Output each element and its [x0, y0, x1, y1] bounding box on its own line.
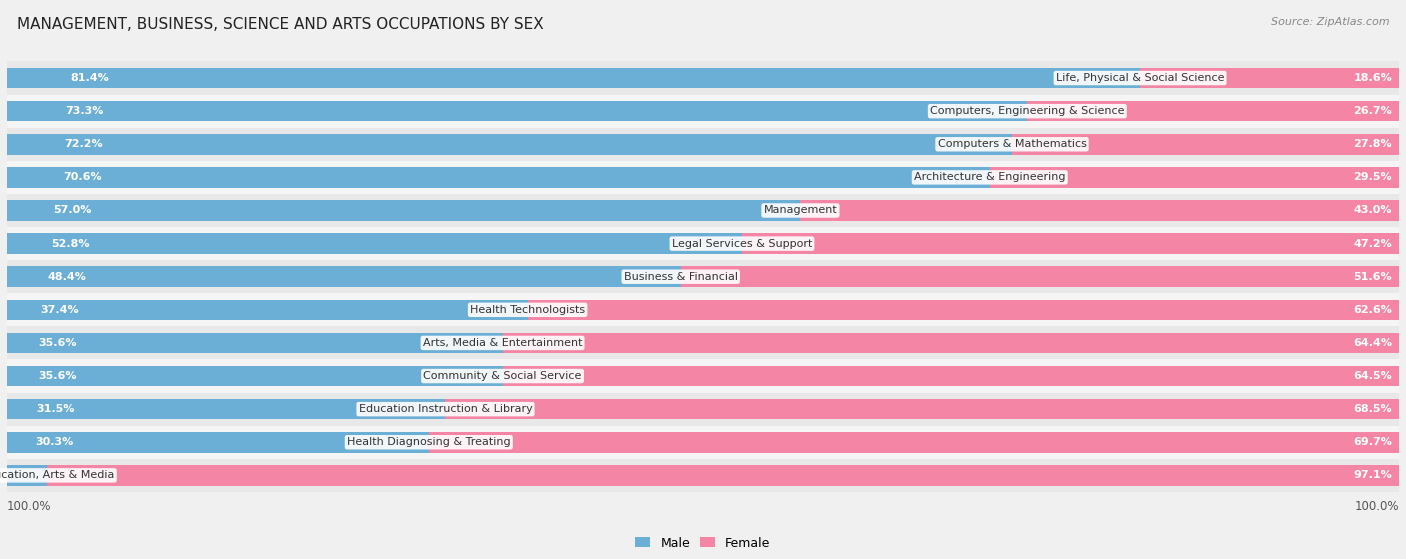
Text: 81.4%: 81.4% — [70, 73, 110, 83]
Bar — [1012, 134, 1399, 154]
Bar — [7, 459, 1399, 492]
Bar — [7, 94, 1399, 127]
Bar — [48, 465, 1399, 486]
Bar — [1028, 101, 1399, 121]
Bar — [7, 426, 1399, 459]
Bar — [7, 134, 1012, 154]
Text: 64.4%: 64.4% — [1353, 338, 1392, 348]
Text: 26.7%: 26.7% — [1353, 106, 1392, 116]
Text: Legal Services & Support: Legal Services & Support — [672, 239, 813, 249]
Bar — [502, 333, 1399, 353]
Text: 30.3%: 30.3% — [35, 437, 73, 447]
Bar — [7, 260, 1399, 293]
Bar — [7, 432, 429, 453]
Text: 72.2%: 72.2% — [65, 139, 103, 149]
Bar — [7, 167, 990, 188]
Text: Education Instruction & Library: Education Instruction & Library — [359, 404, 533, 414]
Bar — [7, 366, 502, 386]
Text: 69.7%: 69.7% — [1353, 437, 1392, 447]
Text: 100.0%: 100.0% — [1354, 500, 1399, 513]
Bar — [7, 300, 527, 320]
Text: 31.5%: 31.5% — [37, 404, 75, 414]
Bar — [7, 227, 1399, 260]
Text: Health Diagnosing & Treating: Health Diagnosing & Treating — [347, 437, 510, 447]
Text: Architecture & Engineering: Architecture & Engineering — [914, 172, 1066, 182]
Text: 43.0%: 43.0% — [1354, 206, 1392, 215]
Bar — [7, 68, 1140, 88]
Text: Management: Management — [763, 206, 838, 215]
Text: Education, Arts & Media: Education, Arts & Media — [0, 470, 114, 480]
Bar — [7, 293, 1399, 326]
Text: Source: ZipAtlas.com: Source: ZipAtlas.com — [1271, 17, 1389, 27]
Text: 18.6%: 18.6% — [1353, 73, 1392, 83]
Text: 48.4%: 48.4% — [48, 272, 87, 282]
Text: 35.6%: 35.6% — [39, 338, 77, 348]
Bar — [7, 267, 681, 287]
Text: 29.5%: 29.5% — [1354, 172, 1392, 182]
Bar — [7, 127, 1399, 161]
Bar — [990, 167, 1400, 188]
Text: Community & Social Service: Community & Social Service — [423, 371, 582, 381]
Text: 100.0%: 100.0% — [7, 500, 52, 513]
Bar — [7, 61, 1399, 94]
Bar — [7, 399, 446, 419]
Bar — [7, 233, 742, 254]
Bar — [7, 326, 1399, 359]
Text: 62.6%: 62.6% — [1353, 305, 1392, 315]
Text: 68.5%: 68.5% — [1354, 404, 1392, 414]
Bar — [502, 366, 1400, 386]
Bar — [800, 200, 1399, 221]
Bar — [1140, 68, 1399, 88]
Bar — [7, 161, 1399, 194]
Text: 51.6%: 51.6% — [1354, 272, 1392, 282]
Text: Computers & Mathematics: Computers & Mathematics — [938, 139, 1087, 149]
Text: 64.5%: 64.5% — [1353, 371, 1392, 381]
Bar — [7, 359, 1399, 392]
Bar — [7, 333, 502, 353]
Bar — [7, 101, 1028, 121]
Text: Computers, Engineering & Science: Computers, Engineering & Science — [931, 106, 1125, 116]
Text: 35.6%: 35.6% — [39, 371, 77, 381]
Bar — [7, 465, 48, 486]
Bar — [527, 300, 1399, 320]
Text: 52.8%: 52.8% — [51, 239, 89, 249]
Bar — [742, 233, 1399, 254]
Text: 73.3%: 73.3% — [65, 106, 104, 116]
Bar — [7, 392, 1399, 426]
Text: 97.1%: 97.1% — [1353, 470, 1392, 480]
Text: Arts, Media & Entertainment: Arts, Media & Entertainment — [423, 338, 582, 348]
Bar — [7, 194, 1399, 227]
Bar — [446, 399, 1399, 419]
Bar — [429, 432, 1399, 453]
Text: 57.0%: 57.0% — [53, 206, 91, 215]
Bar — [681, 267, 1399, 287]
Text: 70.6%: 70.6% — [63, 172, 101, 182]
Bar — [7, 200, 800, 221]
Legend: Male, Female: Male, Female — [630, 532, 776, 555]
Text: Life, Physical & Social Science: Life, Physical & Social Science — [1056, 73, 1225, 83]
Text: Health Technologists: Health Technologists — [470, 305, 585, 315]
Text: 47.2%: 47.2% — [1353, 239, 1392, 249]
Text: 37.4%: 37.4% — [39, 305, 79, 315]
Text: Business & Financial: Business & Financial — [624, 272, 738, 282]
Text: MANAGEMENT, BUSINESS, SCIENCE AND ARTS OCCUPATIONS BY SEX: MANAGEMENT, BUSINESS, SCIENCE AND ARTS O… — [17, 17, 544, 32]
Text: 27.8%: 27.8% — [1354, 139, 1392, 149]
